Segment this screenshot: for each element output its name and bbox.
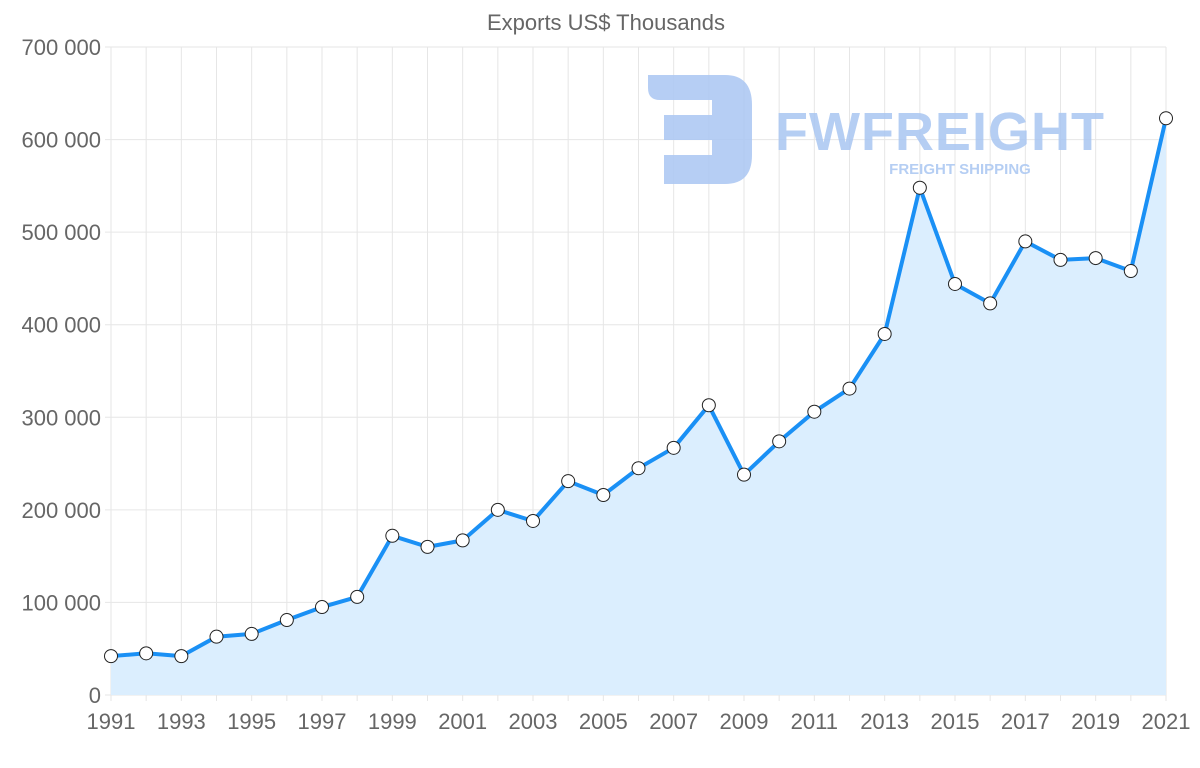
data-point	[209, 629, 224, 644]
x-tick-label: 2009	[720, 709, 769, 734]
data-point	[1088, 251, 1103, 266]
data-point	[772, 434, 787, 449]
data-point	[139, 646, 154, 661]
y-axis-ticks: 0 100 000 200 000 300 000 400 000 500 000 600 …	[21, 35, 101, 708]
data-point	[526, 513, 540, 528]
x-tick-label: 1999	[368, 709, 417, 734]
data-point	[561, 474, 576, 489]
data-point	[174, 649, 189, 664]
data-point	[385, 528, 400, 543]
y-tick-label: 700 000	[21, 35, 101, 60]
data-point	[948, 276, 962, 291]
data-point	[1018, 234, 1033, 249]
x-tick-label: 1995	[227, 709, 276, 734]
x-tick-label: 2017	[1001, 709, 1050, 734]
y-tick-label: 200 000	[21, 498, 101, 523]
x-tick-label: 2005	[579, 709, 628, 734]
data-point	[807, 404, 822, 419]
data-point	[737, 467, 751, 482]
y-tick-label: 400 000	[21, 313, 101, 338]
x-tick-label: 2001	[438, 709, 487, 734]
watermark-tagline: FREIGHT SHIPPING	[889, 161, 1031, 178]
x-axis-ticks: 1991 1993 1995 1997 1999 2001 2003 2005 2007 2009…	[87, 709, 1191, 734]
data-point	[983, 296, 998, 311]
x-tick-label: 2007	[649, 709, 698, 734]
x-tick-label: 2013	[860, 709, 909, 734]
y-tick-label: 300 000	[21, 405, 101, 430]
data-point	[666, 440, 681, 455]
data-point	[315, 600, 329, 615]
x-tick-label: 2011	[791, 709, 838, 734]
watermark-logo: FWFREIGHT FREIGHT SHIPPING	[648, 75, 1105, 184]
x-tick-label: 2019	[1071, 709, 1120, 734]
chart-title: Exports US$ Thousands	[487, 10, 725, 35]
y-tick-label: 0	[89, 683, 101, 708]
x-tick-label: 1991	[87, 709, 136, 734]
y-tick-label: 600 000	[21, 128, 101, 153]
logo-mark-icon	[648, 75, 752, 184]
data-point	[631, 461, 646, 476]
x-tick-label: 2021	[1142, 709, 1191, 734]
y-tick-label: 100 000	[21, 590, 101, 615]
y-tick-label: 500 000	[21, 220, 101, 245]
x-tick-label: 1997	[298, 709, 347, 734]
data-point	[1053, 252, 1068, 267]
data-point	[490, 502, 505, 517]
watermark-brand: FWFREIGHT	[775, 102, 1105, 162]
data-point	[596, 488, 611, 503]
data-point	[350, 589, 365, 604]
x-tick-label: 2015	[931, 709, 980, 734]
data-point	[701, 398, 716, 413]
data-point	[877, 326, 892, 341]
data-point	[1123, 264, 1138, 279]
data-point	[244, 626, 259, 641]
data-points	[104, 111, 1173, 664]
x-tick-label: 2003	[509, 709, 558, 734]
data-point	[420, 539, 435, 554]
data-point	[104, 649, 118, 664]
data-point	[455, 533, 470, 548]
data-point	[279, 613, 294, 628]
x-tick-label: 1993	[157, 709, 206, 734]
data-point	[1159, 111, 1173, 126]
data-point	[912, 180, 927, 195]
data-point	[842, 381, 857, 396]
